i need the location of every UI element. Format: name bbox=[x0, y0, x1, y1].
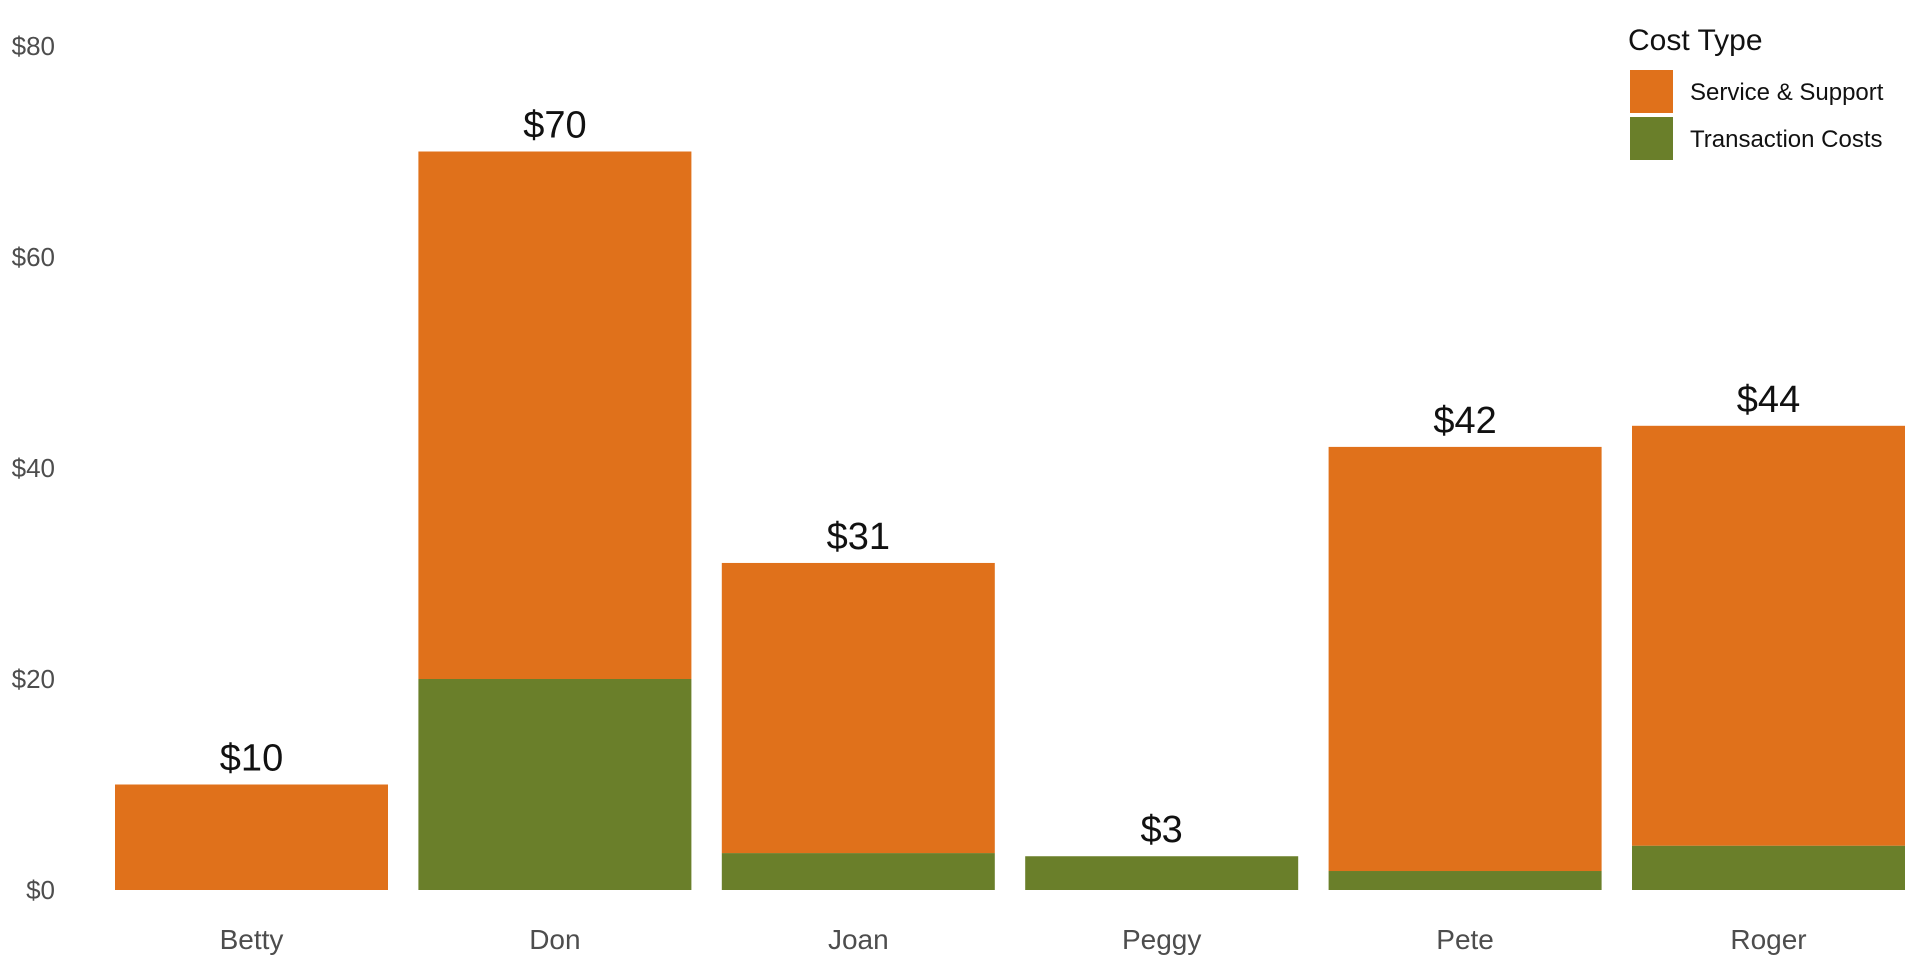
total-label: $44 bbox=[1737, 379, 1800, 421]
total-label: $42 bbox=[1433, 400, 1496, 442]
x-tick-label: Peggy bbox=[1122, 924, 1201, 955]
x-tick-label: Don bbox=[529, 924, 580, 955]
y-tick-label: $0 bbox=[26, 875, 55, 905]
total-label: $31 bbox=[827, 516, 890, 558]
x-tick-label: Joan bbox=[828, 924, 889, 955]
legend-title: Cost Type bbox=[1628, 24, 1763, 57]
legend: Cost Type Service & Support Transaction C… bbox=[1628, 24, 1884, 160]
bars bbox=[115, 151, 1905, 890]
x-tick-label: Pete bbox=[1436, 924, 1494, 955]
bar-segment-roger-service-support bbox=[1632, 425, 1905, 846]
total-label: $3 bbox=[1141, 809, 1183, 851]
bar-segment-pete-service-support bbox=[1328, 446, 1602, 872]
y-tick-label: $80 bbox=[12, 31, 55, 61]
legend-label: Transaction Costs bbox=[1690, 126, 1883, 153]
y-tick-label: $20 bbox=[12, 664, 55, 694]
x-tick-label: Betty bbox=[220, 924, 284, 955]
bar-segment-roger-transaction-costs bbox=[1632, 845, 1905, 890]
bar-segment-peggy-transaction-costs bbox=[1025, 856, 1299, 890]
y-tick-label: $40 bbox=[12, 453, 55, 483]
legend-swatch bbox=[1630, 70, 1673, 113]
bar-segment-pete-transaction-costs bbox=[1328, 871, 1602, 890]
legend-label: Service & Support bbox=[1690, 79, 1884, 106]
bar-segment-don-transaction-costs bbox=[418, 679, 692, 890]
bar-segment-joan-transaction-costs bbox=[721, 853, 995, 890]
bar-segment-betty-service-support bbox=[115, 784, 388, 890]
total-label: $70 bbox=[523, 105, 586, 147]
x-tick-label: Roger bbox=[1730, 924, 1806, 955]
bar-segment-don-service-support bbox=[418, 151, 692, 679]
total-labels: $10 $70 $31 $3 $42 $44 bbox=[220, 105, 1800, 852]
legend-swatch bbox=[1630, 117, 1673, 160]
y-tick-label: $60 bbox=[12, 242, 55, 272]
y-axis: $0 $20 $40 $60 $80 bbox=[12, 31, 55, 905]
bar-segment-joan-service-support bbox=[721, 562, 995, 854]
total-label: $10 bbox=[220, 738, 283, 780]
x-axis: Betty Don Joan Peggy Pete Roger bbox=[220, 924, 1807, 955]
